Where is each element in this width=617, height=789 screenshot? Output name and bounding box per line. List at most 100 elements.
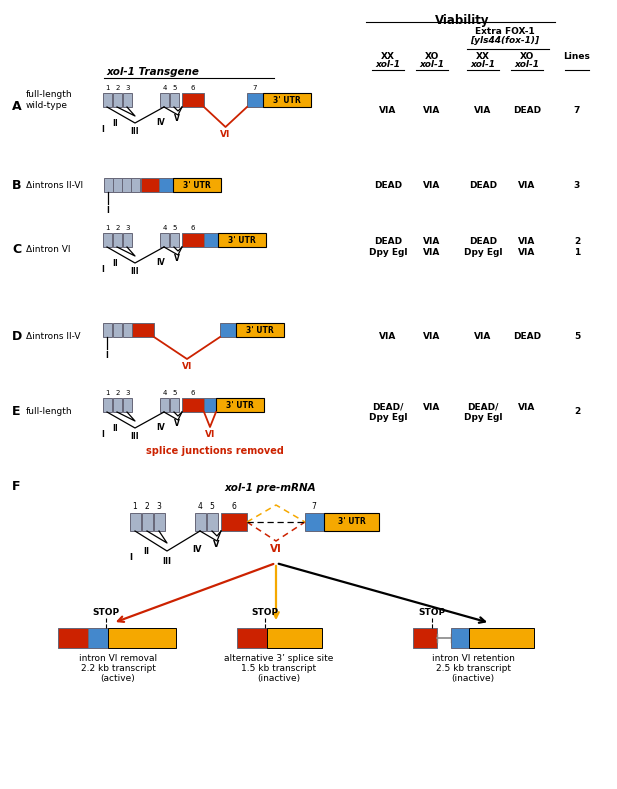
Text: Viability: Viability xyxy=(435,14,490,27)
Text: I: I xyxy=(130,553,133,562)
Text: I: I xyxy=(106,351,109,360)
Text: DEAD: DEAD xyxy=(374,237,402,245)
Text: VIA: VIA xyxy=(474,331,492,341)
Text: D: D xyxy=(12,330,22,342)
Bar xyxy=(195,513,206,531)
Text: 5: 5 xyxy=(210,502,215,511)
Bar xyxy=(103,93,112,107)
Bar xyxy=(108,628,176,648)
Text: F: F xyxy=(12,480,20,493)
Bar xyxy=(305,513,324,531)
Text: 3: 3 xyxy=(157,502,162,511)
Text: V: V xyxy=(213,540,219,549)
Text: I: I xyxy=(102,125,104,134)
Text: 7: 7 xyxy=(253,85,257,91)
Text: [yls44(fox-1)]: [yls44(fox-1)] xyxy=(470,36,539,45)
Text: xol-1: xol-1 xyxy=(420,60,444,69)
Text: 6: 6 xyxy=(191,225,195,231)
Text: VI: VI xyxy=(205,430,215,439)
Bar xyxy=(131,178,140,192)
Text: 1: 1 xyxy=(106,225,110,231)
Bar xyxy=(170,233,179,247)
Text: (inactive): (inactive) xyxy=(452,674,495,683)
Bar xyxy=(451,628,469,648)
Text: 5: 5 xyxy=(172,225,176,231)
Bar xyxy=(247,93,263,107)
Text: 2.5 kb transcript: 2.5 kb transcript xyxy=(436,664,510,673)
Text: VIA: VIA xyxy=(379,106,397,114)
Bar xyxy=(237,628,267,648)
Bar xyxy=(221,513,247,531)
Text: 3' UTR: 3' UTR xyxy=(337,518,365,526)
Text: I: I xyxy=(102,430,104,439)
Text: DEAD/: DEAD/ xyxy=(372,402,404,412)
Text: I: I xyxy=(107,206,109,215)
Text: 2: 2 xyxy=(144,502,149,511)
Text: XO: XO xyxy=(425,52,439,61)
Text: 2: 2 xyxy=(115,225,120,231)
Bar xyxy=(182,233,204,247)
Text: 3' UTR: 3' UTR xyxy=(246,326,274,335)
Text: VIA: VIA xyxy=(423,402,441,412)
Text: intron VI retention: intron VI retention xyxy=(431,654,515,663)
Text: 3: 3 xyxy=(574,181,580,189)
Text: VIA: VIA xyxy=(518,237,536,245)
Text: 5: 5 xyxy=(172,390,176,396)
Text: 3: 3 xyxy=(125,85,130,91)
Text: B: B xyxy=(12,178,22,192)
Text: 3: 3 xyxy=(125,390,130,396)
Text: IV: IV xyxy=(193,545,202,554)
Text: xol-1 Transgene: xol-1 Transgene xyxy=(106,67,199,77)
Text: XX: XX xyxy=(476,52,490,61)
Text: STOP: STOP xyxy=(252,608,278,617)
Bar xyxy=(218,233,266,247)
Text: STOP: STOP xyxy=(418,608,445,617)
Text: II: II xyxy=(112,424,118,433)
Text: DEAD: DEAD xyxy=(513,331,541,341)
Bar xyxy=(130,513,141,531)
Bar xyxy=(159,178,173,192)
Bar xyxy=(204,398,216,412)
Text: VIA: VIA xyxy=(423,331,441,341)
Text: V: V xyxy=(174,254,180,263)
Text: xol-1 pre-mRNA: xol-1 pre-mRNA xyxy=(224,483,316,493)
Text: III: III xyxy=(131,127,139,136)
Text: C: C xyxy=(12,242,21,256)
Bar xyxy=(324,513,379,531)
Bar xyxy=(267,628,322,648)
Bar xyxy=(58,628,88,648)
Bar xyxy=(160,93,169,107)
Text: II: II xyxy=(112,119,118,128)
Text: III: III xyxy=(131,432,139,441)
Text: 6: 6 xyxy=(231,502,236,511)
Text: full-length
wild-type: full-length wild-type xyxy=(26,90,73,110)
Text: 2.2 kb transcript: 2.2 kb transcript xyxy=(81,664,155,673)
Text: 6: 6 xyxy=(191,85,195,91)
Bar xyxy=(142,513,153,531)
Bar xyxy=(123,398,132,412)
Text: VIA: VIA xyxy=(379,331,397,341)
Text: STOP: STOP xyxy=(93,608,120,617)
Bar xyxy=(104,178,113,192)
Text: Dpy Egl: Dpy Egl xyxy=(464,413,502,421)
Bar xyxy=(220,323,236,337)
Bar xyxy=(236,323,284,337)
Text: VIA: VIA xyxy=(518,248,536,256)
Text: VI: VI xyxy=(182,362,192,371)
Bar xyxy=(216,398,264,412)
Bar xyxy=(154,513,165,531)
Bar xyxy=(113,178,122,192)
Text: Dpy Egl: Dpy Egl xyxy=(369,413,407,421)
Text: 2: 2 xyxy=(574,237,580,245)
Text: Dpy Egl: Dpy Egl xyxy=(464,248,502,256)
Text: 1.5 kb transcript: 1.5 kb transcript xyxy=(241,664,317,673)
Bar xyxy=(103,323,112,337)
Bar xyxy=(132,323,154,337)
Bar xyxy=(160,233,169,247)
Text: II: II xyxy=(112,259,118,268)
Text: 3: 3 xyxy=(125,225,130,231)
Text: IV: IV xyxy=(157,118,165,127)
Text: 2: 2 xyxy=(115,85,120,91)
Bar xyxy=(173,178,221,192)
Text: VIA: VIA xyxy=(423,248,441,256)
